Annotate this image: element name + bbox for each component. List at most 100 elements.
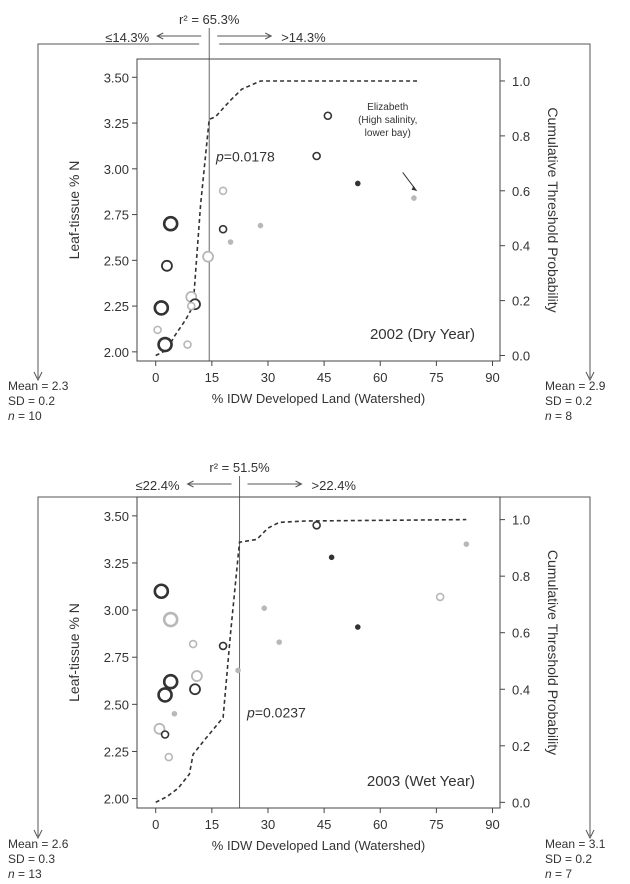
r-squared-label: r² = 65.3% — [179, 12, 240, 27]
chart-panel-1: ≤14.3% >14.3% r² = 65.3% 2.00 2.25 2.50 2.75 3.… — [8, 12, 606, 423]
data-point — [153, 722, 166, 735]
annotation-text: (High salinity, — [358, 115, 417, 126]
y-tick-label: 2.25 — [104, 744, 129, 759]
data-point — [153, 583, 170, 600]
data-point — [157, 687, 173, 703]
right-split-label: >14.3% — [281, 30, 326, 45]
y-tick-label: 3.50 — [104, 509, 129, 524]
right-group-sd: SD = 0.2 — [545, 852, 592, 866]
data-point — [218, 641, 228, 651]
data-point — [153, 300, 170, 316]
data-point — [312, 520, 321, 530]
x-axis-label: % IDW Developed Land (Watershed) — [212, 838, 425, 853]
y-tick-label: 3.25 — [104, 556, 129, 571]
y-tick-label: 3.25 — [104, 116, 129, 131]
data-point — [354, 180, 361, 187]
right-bracket-arrow-icon — [585, 829, 595, 840]
data-point — [164, 752, 174, 762]
left-group-bracket — [37, 43, 200, 378]
y2-tick-label: 1.0 — [512, 513, 530, 528]
right-arrow-icon — [265, 32, 273, 40]
data-point — [189, 683, 201, 696]
y-tick-label: 3.50 — [104, 70, 129, 85]
left-group-mean: Mean = 2.3 — [8, 379, 69, 393]
data-point — [235, 667, 241, 674]
y2-tick-label: 0.6 — [512, 626, 530, 641]
x-tick-label: 90 — [485, 817, 499, 832]
x-tick-label: 15 — [205, 817, 219, 832]
y2-tick-label: 0.4 — [512, 682, 530, 697]
left-bracket-arrow-icon — [33, 829, 43, 840]
right-group-n: n = 7 — [545, 867, 572, 881]
cumulative-probability-line — [155, 80, 418, 357]
data-point — [157, 336, 173, 353]
data-point — [411, 195, 417, 201]
right-bracket-arrow-icon — [585, 371, 595, 382]
data-point — [183, 340, 192, 349]
data-point — [435, 592, 445, 602]
r-squared-label: r² = 51.5% — [209, 460, 270, 475]
x-tick-label: 90 — [485, 370, 499, 385]
y-tick-label: 2.00 — [104, 792, 129, 807]
left-group-mean: Mean = 2.6 — [8, 837, 69, 851]
left-arrow-icon — [186, 480, 194, 488]
plot-frame — [136, 58, 501, 362]
y-tick-label: 2.00 — [104, 345, 129, 360]
p-value-label: p=0.0237 — [246, 705, 306, 721]
y2-axis-label: Cumulative Threshold Probability — [545, 107, 561, 312]
left-bracket-arrow-icon — [33, 371, 43, 382]
y-tick-label: 2.50 — [104, 253, 129, 268]
data-point — [162, 673, 179, 690]
x-tick-label: 15 — [205, 370, 219, 385]
annotation-text: lower bay) — [365, 128, 411, 139]
y2-tick-label: 0.8 — [512, 569, 530, 584]
data-point — [153, 325, 162, 335]
data-point — [218, 224, 228, 234]
y-tick-label: 3.00 — [104, 162, 129, 177]
y2-tick-label: 0.0 — [512, 795, 530, 810]
data-point — [354, 624, 361, 630]
x-tick-label: 45 — [317, 817, 331, 832]
data-point — [162, 611, 179, 628]
p-value-label: p=0.0178 — [215, 148, 275, 164]
y-tick-label: 2.25 — [104, 299, 129, 314]
y2-tick-label: 0.2 — [512, 739, 530, 754]
y-tick-label: 2.50 — [104, 697, 129, 712]
annotation-text: Elizabeth — [367, 102, 408, 113]
chart-panel-2: ≤22.4% >22.4% r² = 51.5% 2.00 2.25 2.50 2.75 3.… — [8, 460, 606, 881]
x-tick-label: 0 — [152, 817, 159, 832]
y2-tick-label: 0.4 — [512, 239, 530, 254]
data-point — [276, 639, 283, 645]
left-group-n: n = 13 — [8, 867, 42, 881]
y-axis-label: Leaf-tissue % N — [66, 161, 82, 260]
y2-tick-label: 0.2 — [512, 294, 530, 309]
y2-tick-label: 1.0 — [512, 74, 530, 89]
x-tick-label: 75 — [429, 817, 443, 832]
right-group-bracket — [219, 43, 591, 378]
right-arrow-icon — [295, 480, 303, 488]
data-point — [188, 639, 198, 649]
plot-frame — [136, 496, 501, 809]
x-tick-label: 60 — [373, 817, 387, 832]
right-group-mean: Mean = 3.1 — [545, 837, 606, 851]
data-point — [160, 730, 170, 739]
data-point — [312, 151, 321, 161]
data-point — [323, 111, 333, 121]
y2-tick-label: 0.8 — [512, 129, 530, 144]
x-tick-label: 0 — [152, 370, 159, 385]
left-group-n: n = 10 — [8, 409, 42, 423]
right-split-label: >22.4% — [312, 478, 357, 493]
x-tick-label: 75 — [429, 370, 443, 385]
x-tick-label: 30 — [261, 370, 275, 385]
data-point — [186, 301, 196, 311]
right-group-mean: Mean = 2.9 — [545, 379, 606, 393]
data-point — [218, 186, 228, 196]
data-point — [162, 215, 179, 232]
data-point — [202, 250, 215, 263]
cumulative-probability-line — [155, 518, 467, 804]
right-group-n: n = 8 — [545, 409, 572, 423]
x-axis-label: % IDW Developed Land (Watershed) — [212, 391, 425, 406]
left-split-label: ≤22.4% — [136, 478, 180, 493]
y-tick-label: 3.00 — [104, 603, 129, 618]
